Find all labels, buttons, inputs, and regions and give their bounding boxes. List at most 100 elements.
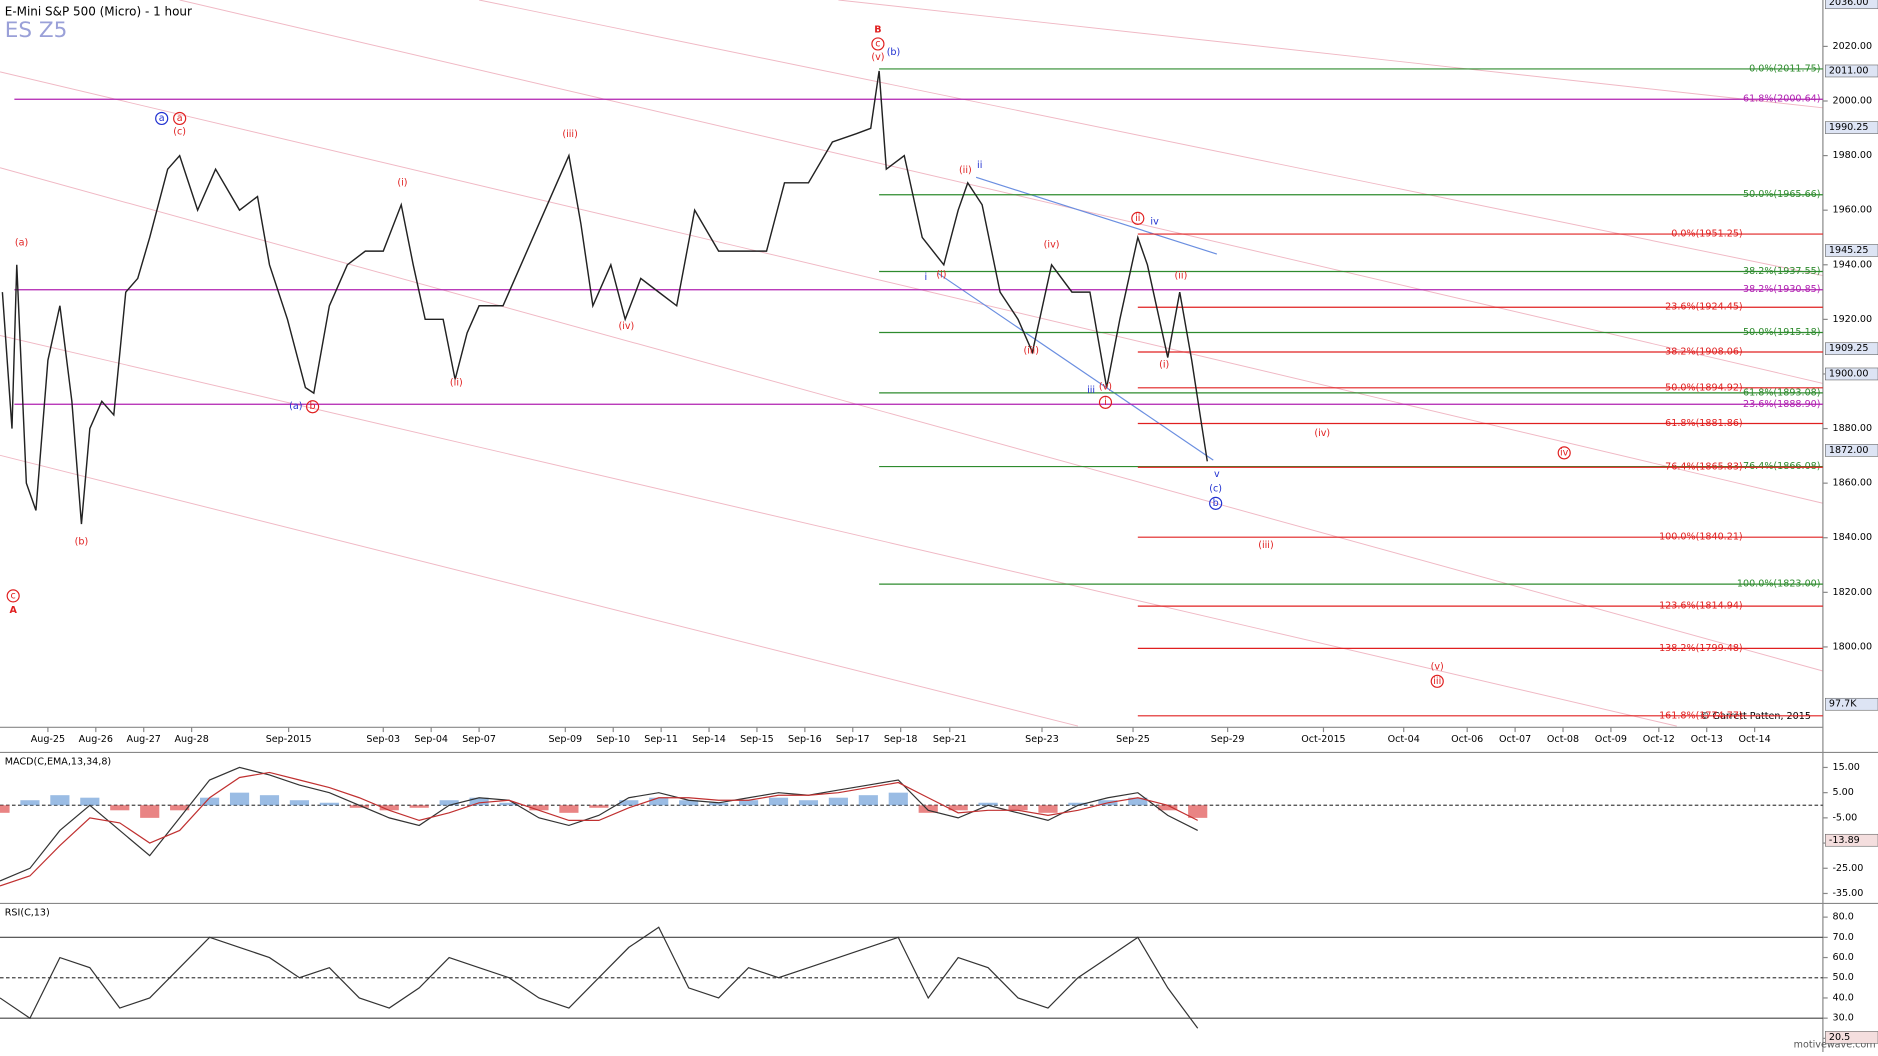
- fib-label: 61.8%(1893.08): [1743, 387, 1821, 398]
- x-tick-label: Sep-14: [692, 734, 726, 745]
- histogram-bar: [0, 805, 10, 813]
- wave-label: (b): [75, 536, 89, 547]
- wave-label: (iii): [562, 129, 577, 140]
- histogram-bar: [259, 795, 280, 806]
- x-tick-label: Sep-11: [644, 734, 678, 745]
- x-tick-label: Sep-17: [836, 734, 870, 745]
- y-tick-label: 30.0: [1832, 1013, 1853, 1024]
- price-marker-label: 1909.25: [1829, 343, 1869, 354]
- wave-label: b: [1213, 498, 1219, 509]
- x-tick-label: Oct-04: [1388, 734, 1420, 745]
- wave-label: i: [924, 272, 927, 283]
- wave-label: (c): [1209, 483, 1222, 494]
- histogram-bar: [170, 805, 190, 811]
- histogram-bar: [1158, 805, 1178, 811]
- y-tick-label: 80.0: [1832, 912, 1853, 923]
- wave-label: c: [875, 38, 880, 49]
- x-tick-label: Oct-06: [1451, 734, 1483, 745]
- wave-label: B: [874, 25, 881, 36]
- fib-label: 76.4%(1866.08): [1743, 461, 1821, 472]
- channel-line: [937, 272, 1214, 461]
- histogram-bar: [379, 805, 399, 811]
- y-tick-label: 70.0: [1832, 932, 1853, 943]
- wave-label: (a): [15, 237, 28, 248]
- x-tick-label: Sep-29: [1211, 734, 1245, 745]
- histogram-bar: [1068, 802, 1088, 806]
- histogram-bar: [559, 805, 579, 813]
- wave-label: (i): [397, 177, 407, 188]
- signal-line: [0, 771, 1198, 887]
- histogram-bar: [1188, 805, 1208, 818]
- histogram-bar: [289, 800, 310, 806]
- trend-line: [838, 0, 1823, 109]
- wave-label-circle: [871, 37, 885, 51]
- wave-label: (c): [173, 126, 186, 137]
- y-tick-label: 40.0: [1832, 992, 1853, 1003]
- price-marker-label: 2011.00: [1829, 65, 1869, 76]
- fib-label: 0.0%(1951.25): [1671, 229, 1742, 240]
- x-tick-label: Aug-25: [31, 734, 65, 745]
- histogram-bar: [738, 800, 759, 806]
- histogram-bar: [80, 797, 100, 806]
- price-marker-label: 97.7K: [1829, 699, 1857, 710]
- x-tick-label: Sep-03: [366, 734, 400, 745]
- wave-label: iv: [1150, 216, 1159, 227]
- wave-label-circle: [1430, 674, 1444, 688]
- fib-label: 138.2%(1799.48): [1659, 643, 1743, 654]
- histogram-bar: [798, 800, 819, 806]
- trend-line: [478, 0, 1824, 277]
- x-tick-label: Sep-04: [414, 734, 448, 745]
- histogram-bar: [1038, 805, 1058, 813]
- price-marker-label: 1990.25: [1829, 122, 1869, 133]
- y-tick-label: 60.0: [1832, 952, 1853, 963]
- macd-line: [0, 766, 1198, 882]
- wave-label: (ii): [1175, 270, 1188, 281]
- y-tick-label: 5.00: [1832, 787, 1853, 798]
- fib-label: 161.8%(1774.77): [1659, 710, 1743, 721]
- x-tick-label: Sep-25: [1116, 734, 1150, 745]
- wave-label-circle: [173, 111, 187, 126]
- trend-line: [0, 167, 1824, 672]
- x-tick-label: Aug-28: [174, 734, 208, 745]
- y-tick-label: 1820.00: [1832, 587, 1872, 598]
- trend-line: [179, 0, 1824, 384]
- y-tick-label: 2020.00: [1832, 41, 1872, 52]
- rsi-line: [0, 926, 1199, 1029]
- y-tick-label: 50.0: [1832, 972, 1853, 983]
- wave-label: iii: [1433, 676, 1441, 687]
- x-tick-label: Aug-26: [79, 734, 113, 745]
- y-tick-label: -5.00: [1832, 812, 1857, 823]
- price-marker-label: 1872.00: [1829, 445, 1869, 456]
- fib-label: 50.0%(1915.18): [1743, 327, 1821, 338]
- wave-label: a: [159, 113, 165, 124]
- histogram-bar: [649, 797, 669, 806]
- x-tick-label: Sep-15: [740, 734, 774, 745]
- fib-label: 76.4%(1865.83): [1665, 462, 1743, 473]
- fib-label: 38.2%(1937.55): [1743, 266, 1821, 277]
- y-tick-label: 15.00: [1832, 762, 1859, 773]
- y-tick-label: 2000.00: [1832, 95, 1872, 106]
- x-tick-label: Sep-07: [462, 734, 496, 745]
- x-tick-label: Sep-21: [933, 734, 967, 745]
- y-tick-label: 1940.00: [1832, 259, 1872, 270]
- chart-title: E-Mini S&P 500 (Micro) - 1 hour: [5, 4, 192, 18]
- fib-label: 38.2%(1930.85): [1743, 284, 1821, 295]
- wave-label: (iv): [618, 321, 634, 332]
- x-tick-label: Aug-27: [127, 734, 161, 745]
- wave-label: iii: [1087, 385, 1095, 396]
- fib-label: 23.6%(1888.90): [1743, 399, 1821, 410]
- histogram-bar: [200, 797, 220, 806]
- wave-label: v: [1214, 469, 1220, 480]
- price-marker-label: 2036.00: [1829, 0, 1869, 8]
- trend-line: [0, 454, 1079, 727]
- wave-label: (iv): [1314, 428, 1330, 439]
- fib-label: 0.0%(2011.75): [1749, 63, 1820, 74]
- wave-label: (iv): [1044, 239, 1060, 250]
- y-tick-label: -35.00: [1832, 888, 1863, 899]
- fib-label: 61.8%(2000.64): [1743, 94, 1821, 105]
- histogram-bar: [978, 802, 998, 806]
- wave-label: ii: [977, 160, 982, 171]
